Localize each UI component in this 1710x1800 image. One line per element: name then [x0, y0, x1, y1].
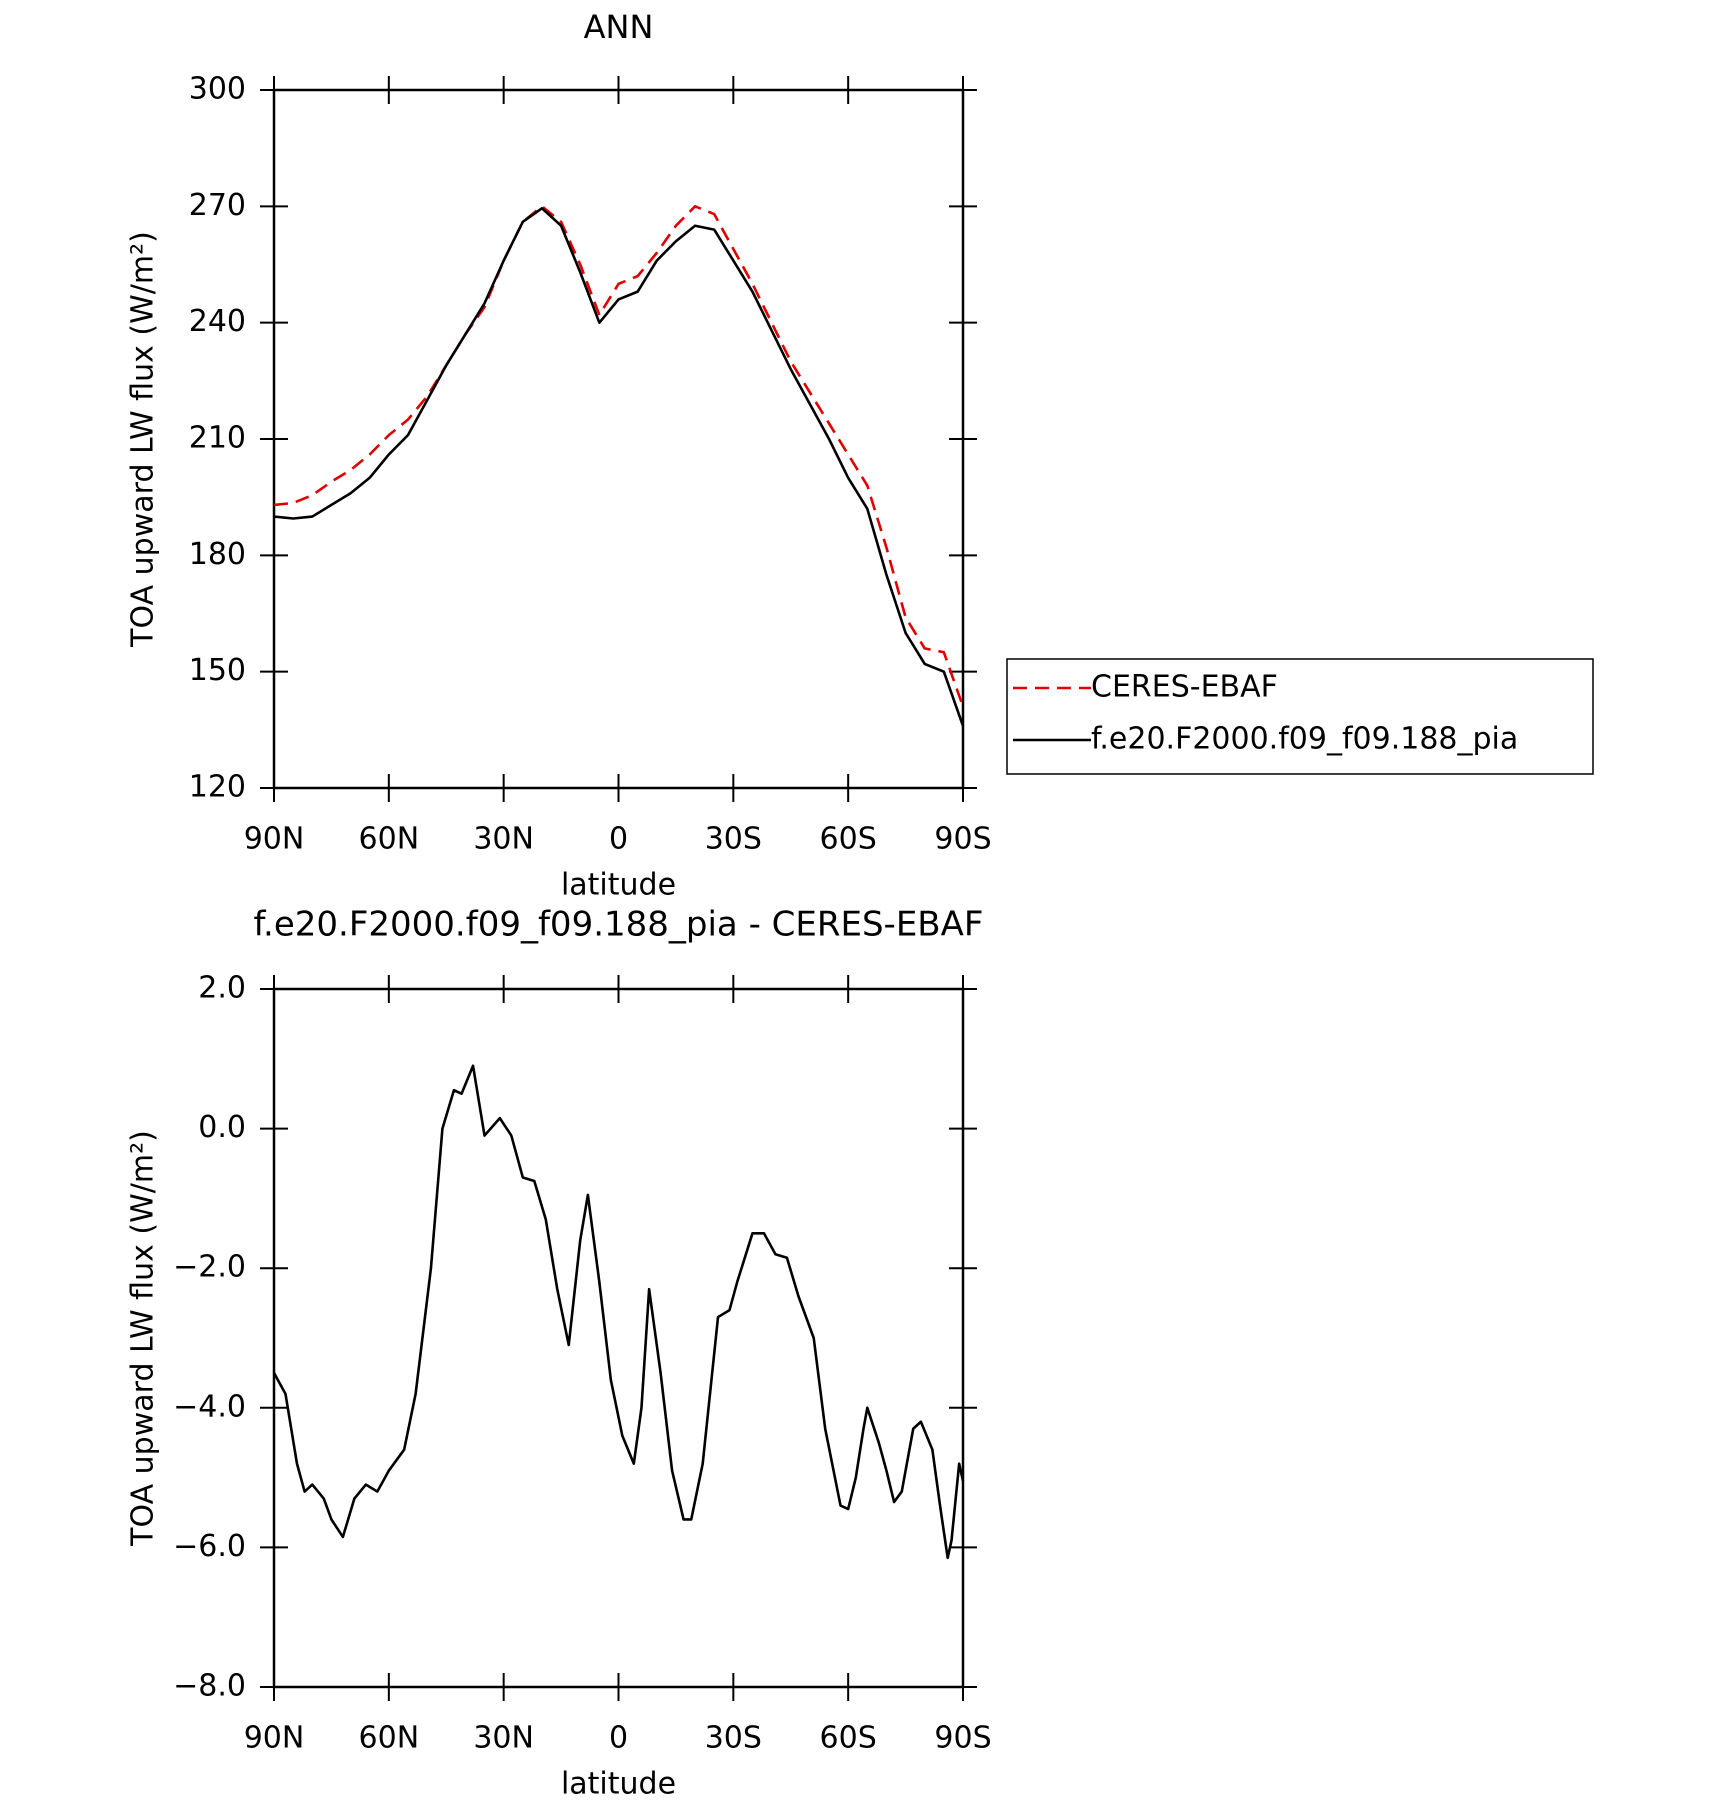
data-line: [273, 205, 965, 708]
x-tick-label: 60N: [359, 822, 420, 857]
y-tick-label: −6.0: [173, 1529, 246, 1564]
x-tick-label: 90N: [244, 822, 305, 857]
chart-title: f.e20.F2000.f09_f09.188_pia - CERES-EBAF: [254, 905, 984, 945]
plot-frame: [272, 987, 965, 1689]
x-tick-label: 90N: [244, 1721, 305, 1756]
y-tick-label: 120: [189, 770, 246, 805]
y-tick-label: −2.0: [173, 1250, 246, 1285]
legend-box: [1006, 658, 1594, 775]
y-axis-label: TOA upward LW flux (W/m²): [126, 1130, 161, 1547]
y-tick-label: 2.0: [198, 971, 246, 1006]
x-tick-label: 30S: [705, 1721, 762, 1756]
x-axis-label: latitude: [561, 1767, 676, 1800]
plot-frame: [272, 88, 965, 790]
x-tick-label: 30N: [473, 1721, 534, 1756]
data-line: [272, 1064, 965, 1560]
y-tick-label: 300: [189, 72, 246, 107]
x-tick-label: 90S: [934, 1721, 991, 1756]
y-tick-label: −8.0: [173, 1669, 246, 1704]
x-tick-label: 60S: [820, 1721, 877, 1756]
y-tick-label: 240: [189, 304, 246, 339]
x-axis-label: latitude: [561, 868, 676, 903]
y-tick-label: 180: [189, 537, 246, 572]
y-tick-label: 270: [189, 188, 246, 223]
x-tick-label: 30N: [473, 822, 534, 857]
y-tick-label: 0.0: [198, 1110, 246, 1145]
data-line: [273, 206, 965, 727]
x-tick-label: 90S: [934, 822, 991, 857]
y-tick-label: −4.0: [173, 1389, 246, 1424]
x-tick-label: 0: [609, 822, 628, 857]
x-tick-label: 0: [609, 1721, 628, 1756]
y-tick-label: 150: [189, 653, 246, 688]
x-tick-label: 60N: [359, 1721, 420, 1756]
legend-label: f.e20.F2000.f09_f09.188_pia: [1091, 722, 1518, 757]
x-tick-label: 30S: [705, 822, 762, 857]
y-axis-label: TOA upward LW flux (W/m²): [126, 231, 161, 648]
chart-title: ANN: [584, 8, 654, 46]
y-tick-label: 210: [189, 421, 246, 456]
x-tick-label: 60S: [820, 822, 877, 857]
legend-label: CERES-EBAF: [1091, 670, 1278, 705]
